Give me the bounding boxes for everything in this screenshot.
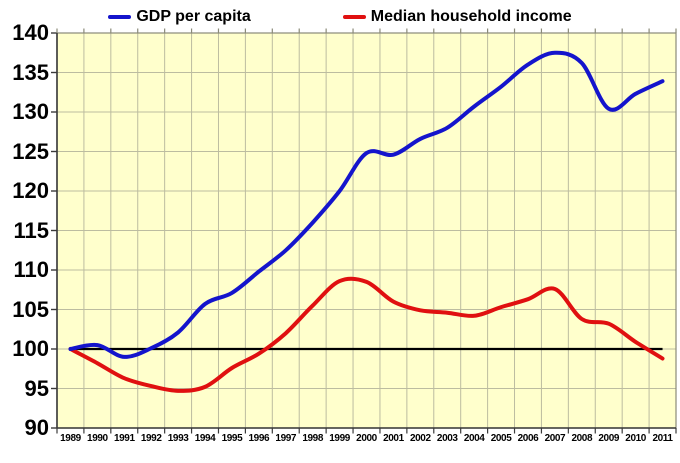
x-axis-tick-label: 1992 [140,433,162,444]
x-axis-tick-label: 1995 [221,433,243,444]
y-axis-tick-label: 115 [13,217,50,243]
gdp-line-swatch-icon [108,15,132,19]
x-axis-tick-label: 1990 [87,433,108,444]
x-axis-tick-label: 2011 [652,433,673,444]
x-axis-tick-label: 2005 [490,433,512,444]
median-income-line [68,276,665,393]
x-axis-tick-label: 2007 [544,433,566,444]
x-axis-tick-label: 1996 [248,433,270,444]
x-axis-tick-label: 2003 [436,433,458,444]
x-axis-tick-label: 1997 [275,433,297,444]
x-axis-tick-label: 1993 [167,433,189,444]
y-axis-tick-label: 100 [12,336,49,361]
x-axis-tick-label: 1999 [329,433,350,444]
y-axis-tick-label: 95 [24,375,49,401]
legend: GDP per capita Median household income [0,4,680,30]
gdp-legend-label: GDP per capita [136,8,251,25]
income-legend-label: Median household income [370,8,572,25]
x-axis-tick-label: 2004 [463,433,485,444]
legend-item-income: Median household income [342,8,572,26]
x-axis-tick-label: 1998 [302,433,323,444]
y-axis-tick-label: 90 [24,415,49,440]
x-axis-tick-label: 2002 [409,433,431,444]
y-axis-tick-label: 135 [12,59,49,85]
x-axis-tick-label: 2010 [625,433,646,444]
y-axis-tick-label: 110 [13,257,50,282]
y-axis-tick-label: 130 [12,99,49,124]
x-axis-tick-label: 2008 [571,433,593,444]
income-line-swatch-icon [342,15,366,19]
x-axis-tick-label: 1991 [113,433,135,444]
x-axis-tick-label: 1994 [194,433,216,444]
legend-item-gdp: GDP per capita [108,8,251,26]
y-axis-tick-label: 120 [12,178,49,203]
y-axis-tick-label: 140 [12,20,49,45]
gdp-per-capita-line [68,50,665,359]
x-axis-tick-label: 2006 [517,433,539,444]
x-axis-tick-label: 2000 [356,433,377,444]
x-axis-tick-label: 1989 [60,433,81,444]
x-axis-tick-label: 2009 [598,433,620,444]
x-axis-tick-label: 2001 [383,433,404,444]
y-axis-tick-label: 105 [12,296,49,322]
y-axis-tick-label: 125 [12,138,49,164]
